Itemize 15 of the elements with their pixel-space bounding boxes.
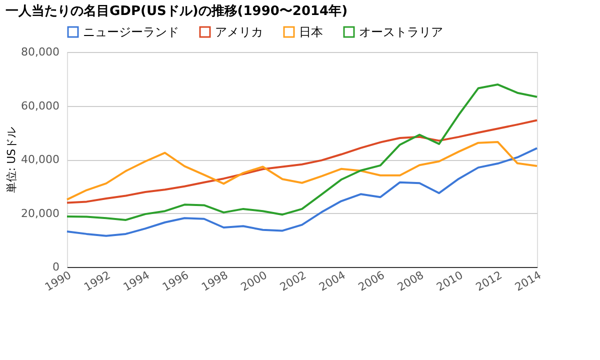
chart-title: 一人当たりの名目GDP(USドル)の推移(1990〜2014年) bbox=[6, 4, 348, 19]
y-tick-label: 80,000 bbox=[21, 46, 60, 58]
line-series bbox=[66, 84, 538, 221]
y-tick-label: 40,000 bbox=[21, 153, 60, 166]
line-series bbox=[66, 141, 538, 201]
line-series bbox=[66, 119, 538, 204]
y-tick-label: 60,000 bbox=[21, 99, 60, 112]
y-axis-title: 単位: USドル bbox=[5, 126, 18, 194]
legend-label: オーストラリア bbox=[359, 25, 443, 39]
legend-label: アメリカ bbox=[215, 25, 263, 39]
legend-label: ニュージーランド bbox=[83, 25, 179, 39]
legend-label: 日本 bbox=[299, 25, 323, 39]
y-tick-label: 0 bbox=[52, 260, 60, 274]
y-tick-label: 20,000 bbox=[21, 206, 60, 220]
line-series bbox=[66, 147, 538, 237]
